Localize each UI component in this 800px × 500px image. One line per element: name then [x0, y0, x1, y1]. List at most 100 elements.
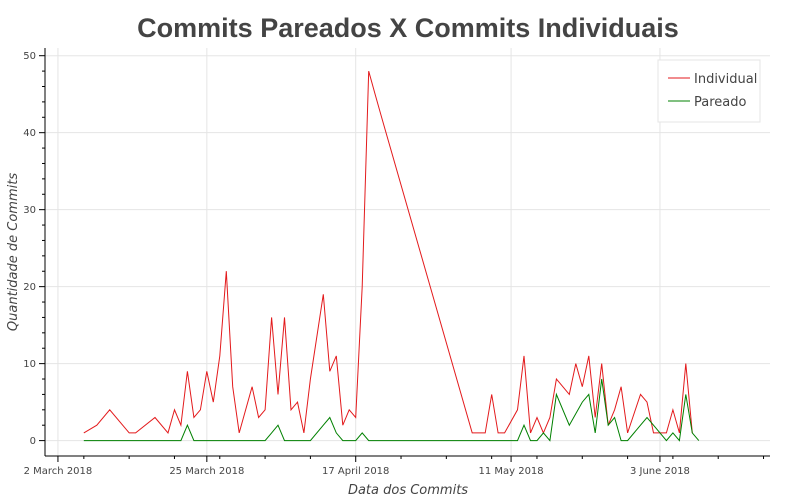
data-point-individual [258, 417, 260, 419]
data-point-individual [264, 409, 266, 411]
data-point-pareado [174, 440, 176, 442]
data-point-pareado [310, 440, 312, 442]
data-point-pareado [264, 440, 266, 442]
data-point-pareado [342, 440, 344, 442]
data-point-individual [284, 317, 286, 319]
x-axis-ticks: 2 March 2018 25 March 2018 17 April 2018 11… [24, 456, 765, 477]
data-point-individual [83, 432, 85, 434]
data-point-individual [594, 417, 596, 419]
x-tick-label: 17 April 2018 [322, 466, 389, 477]
data-point-pareado [271, 432, 273, 434]
data-point-individual [277, 394, 279, 396]
data-point-pareado [614, 417, 616, 419]
data-point-individual [497, 432, 499, 434]
data-point-pareado [653, 424, 655, 426]
data-point-individual [290, 409, 292, 411]
data-point-individual [640, 394, 642, 396]
data-point-individual [491, 394, 493, 396]
data-point-pareado [646, 417, 648, 419]
data-point-individual [471, 432, 473, 434]
data-point-individual [323, 294, 325, 296]
y-tick-label: 20 [23, 282, 36, 293]
data-point-pareado [666, 440, 668, 442]
legend-label-pareado: Pareado [694, 95, 746, 110]
data-point-individual [342, 424, 344, 426]
data-point-individual [219, 355, 221, 357]
data-point-pareado [685, 394, 687, 396]
data-point-individual [303, 432, 305, 434]
data-point-pareado [543, 432, 545, 434]
data-point-individual [530, 432, 532, 434]
data-point-pareado [355, 440, 357, 442]
data-point-individual [154, 417, 156, 419]
data-point-individual [213, 401, 215, 403]
x-tick-label: 11 May 2018 [478, 466, 543, 477]
data-point-pareado [335, 432, 337, 434]
data-point-pareado [329, 417, 331, 419]
data-point-individual [556, 378, 558, 380]
data-point-individual [200, 409, 202, 411]
x-tick-label: 25 March 2018 [169, 466, 244, 477]
data-point-individual [620, 386, 622, 388]
data-point-pareado [348, 440, 350, 442]
data-point-pareado [594, 432, 596, 434]
data-point-individual [297, 401, 299, 403]
x-axis-label: Data dos Commits [348, 483, 468, 498]
data-point-pareado [323, 424, 325, 426]
data-point-individual [361, 286, 363, 288]
data-point-pareado [361, 432, 363, 434]
data-point-pareado [193, 440, 195, 442]
data-point-individual [193, 417, 195, 419]
data-point-individual [348, 409, 350, 411]
data-point-pareado [497, 440, 499, 442]
data-point-pareado [536, 440, 538, 442]
data-point-individual [232, 386, 234, 388]
data-point-pareado [698, 440, 700, 442]
data-point-individual [646, 401, 648, 403]
data-point-individual [355, 417, 357, 419]
data-point-individual [504, 432, 506, 434]
y-axis-ticks: 0 10 20 30 40 50 [23, 51, 45, 447]
data-point-individual [653, 432, 655, 434]
data-point-individual [588, 355, 590, 357]
data-point-pareado [523, 424, 525, 426]
data-point-pareado [588, 394, 590, 396]
data-point-pareado [277, 424, 279, 426]
data-point-individual [374, 93, 376, 95]
data-point-individual [368, 70, 370, 72]
data-point-individual [601, 363, 603, 365]
data-point-pareado [284, 440, 286, 442]
data-point-pareado [238, 440, 240, 442]
data-point-individual [251, 386, 253, 388]
chart-title: Commits Pareados X Commits Individuais [137, 13, 679, 43]
data-point-individual [581, 386, 583, 388]
x-tick-label: 2 March 2018 [24, 466, 93, 477]
data-point-individual [329, 371, 331, 373]
series-line-pareado [83, 378, 700, 442]
data-point-individual [271, 317, 273, 319]
data-point-individual [381, 116, 383, 118]
legend-box [657, 59, 761, 123]
y-tick-label: 10 [23, 359, 36, 370]
y-axis-label: Quantidade de Commits [6, 173, 21, 331]
data-point-pareado [484, 440, 486, 442]
axes [44, 48, 770, 457]
legend-label-individual: Individual [694, 72, 757, 87]
data-point-individual [685, 363, 687, 365]
data-point-pareado [187, 424, 189, 426]
data-point-pareado [368, 440, 370, 442]
data-point-pareado [556, 394, 558, 396]
data-point-individual [569, 394, 571, 396]
data-point-individual [310, 378, 312, 380]
data-point-individual [238, 432, 240, 434]
data-point-pareado [83, 440, 85, 442]
data-point-individual [484, 432, 486, 434]
data-point-individual [575, 363, 577, 365]
data-point-individual [135, 432, 137, 434]
data-point-individual [666, 432, 668, 434]
data-point-individual [335, 355, 337, 357]
data-point-pareado [517, 440, 519, 442]
data-point-individual [523, 355, 525, 357]
